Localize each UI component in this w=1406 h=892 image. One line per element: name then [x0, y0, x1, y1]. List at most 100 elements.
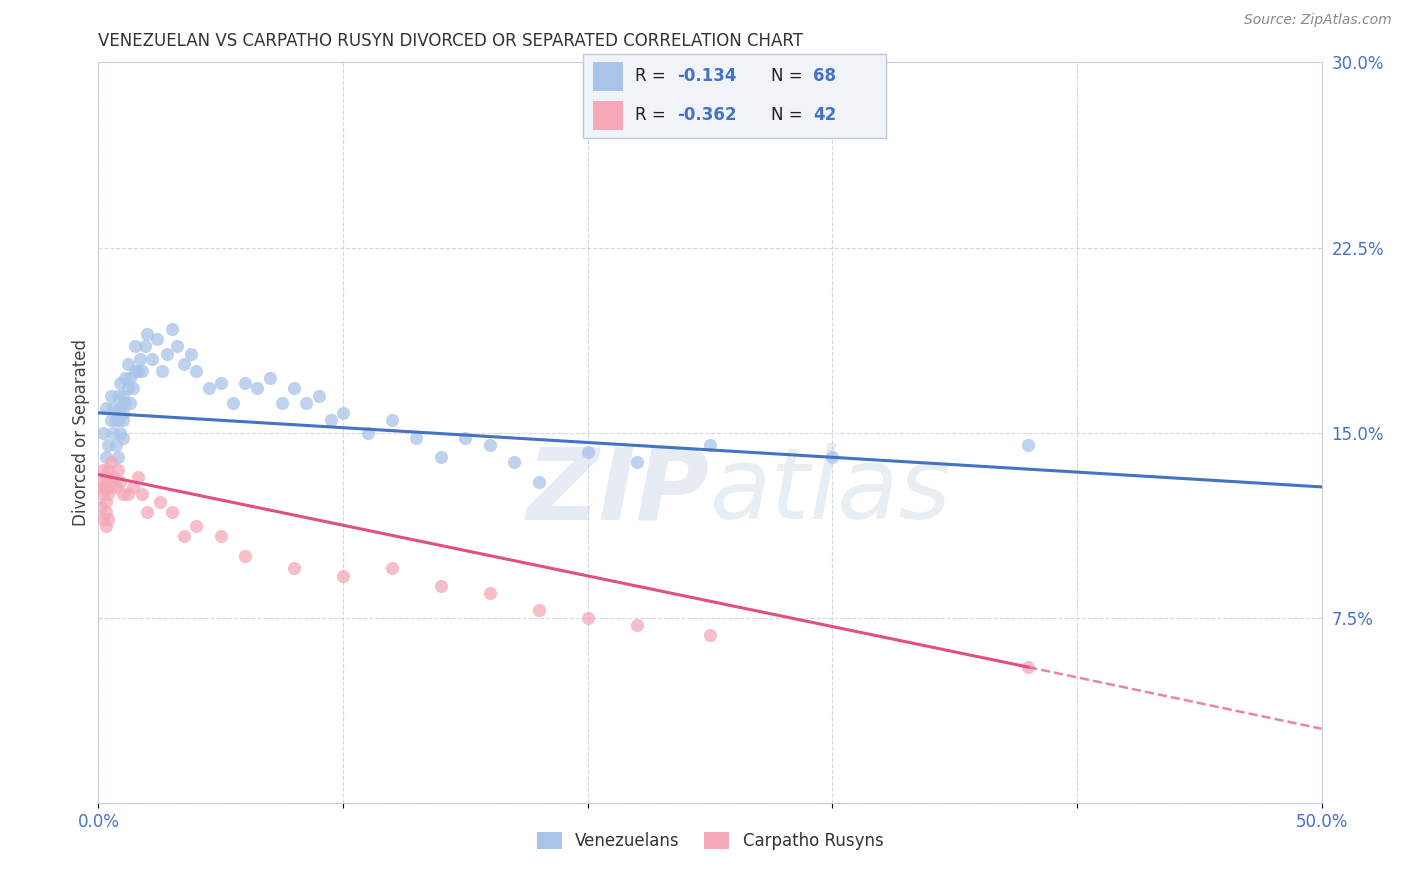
Point — [94, 480, 117, 494]
Text: 68: 68 — [813, 68, 837, 86]
Point — [90, 475, 112, 489]
Point — [626, 455, 648, 469]
Point — [94, 505, 117, 519]
Point — [1017, 660, 1039, 674]
Point — [246, 381, 269, 395]
Point — [146, 332, 169, 346]
Point — [97, 487, 120, 501]
Point — [104, 480, 127, 494]
Point — [308, 388, 330, 402]
Point — [136, 326, 159, 341]
Text: VENEZUELAN VS CARPATHO RUSYN DIVORCED OR SEPARATED CORRELATION CHART: VENEZUELAN VS CARPATHO RUSYN DIVORCED OR… — [98, 32, 803, 50]
Point — [91, 425, 114, 440]
Point — [319, 413, 342, 427]
Point — [124, 339, 146, 353]
Point — [283, 561, 305, 575]
Point — [124, 364, 146, 378]
Y-axis label: Divorced or Separated: Divorced or Separated — [72, 339, 90, 526]
Point — [107, 462, 129, 476]
Point — [117, 487, 139, 501]
Point — [121, 381, 143, 395]
Point — [295, 396, 318, 410]
Point — [104, 413, 127, 427]
Text: atlas: atlas — [710, 443, 952, 541]
Point — [107, 413, 129, 427]
Point — [180, 346, 202, 360]
Point — [149, 494, 172, 508]
Point — [94, 494, 117, 508]
Point — [129, 351, 152, 366]
Point — [91, 512, 114, 526]
Point — [209, 376, 232, 391]
Point — [478, 438, 501, 452]
Point — [160, 322, 183, 336]
Point — [173, 357, 195, 371]
Point — [478, 586, 501, 600]
Point — [186, 519, 208, 533]
Point — [332, 406, 354, 420]
Point — [120, 371, 142, 385]
Text: -0.134: -0.134 — [678, 68, 737, 86]
Point — [100, 455, 122, 469]
Point — [117, 357, 139, 371]
Point — [1017, 438, 1039, 452]
Point — [576, 445, 599, 459]
Point — [197, 381, 219, 395]
Text: ZIP: ZIP — [527, 443, 710, 541]
Point — [94, 519, 117, 533]
Point — [110, 475, 132, 489]
Point — [90, 500, 112, 514]
Point — [134, 339, 156, 353]
Point — [101, 401, 124, 415]
Point — [94, 470, 117, 484]
Point — [111, 406, 134, 420]
Point — [699, 438, 721, 452]
FancyBboxPatch shape — [592, 101, 623, 130]
Point — [576, 610, 599, 624]
Point — [166, 339, 188, 353]
Point — [150, 364, 173, 378]
Point — [405, 431, 427, 445]
Point — [91, 462, 114, 476]
Point — [270, 396, 294, 410]
Point — [94, 401, 117, 415]
Point — [381, 413, 404, 427]
Point — [283, 381, 305, 395]
Point — [110, 425, 132, 440]
Point — [111, 431, 134, 445]
Point — [160, 505, 183, 519]
Point — [100, 413, 122, 427]
Text: -0.362: -0.362 — [678, 106, 737, 124]
Point — [111, 487, 134, 501]
Point — [233, 549, 256, 563]
Point — [332, 568, 354, 582]
Point — [91, 480, 114, 494]
Text: R =: R = — [636, 106, 671, 124]
Point — [117, 381, 139, 395]
Text: R =: R = — [636, 68, 671, 86]
Point — [141, 351, 163, 366]
FancyBboxPatch shape — [583, 54, 886, 138]
Point — [94, 450, 117, 465]
Point — [110, 401, 132, 415]
Point — [131, 487, 153, 501]
Point — [233, 376, 256, 391]
Point — [430, 579, 453, 593]
Point — [110, 376, 132, 391]
Point — [100, 388, 122, 402]
Point — [97, 462, 120, 476]
Point — [111, 388, 134, 402]
Point — [186, 364, 208, 378]
Point — [114, 371, 136, 385]
Point — [111, 413, 134, 427]
Point — [503, 455, 526, 469]
Point — [97, 512, 120, 526]
Point — [209, 529, 232, 543]
Point — [156, 346, 179, 360]
Point — [101, 470, 124, 484]
Text: 42: 42 — [813, 106, 837, 124]
Point — [259, 371, 281, 385]
Text: Source: ZipAtlas.com: Source: ZipAtlas.com — [1244, 13, 1392, 28]
FancyBboxPatch shape — [592, 62, 623, 91]
Point — [699, 628, 721, 642]
